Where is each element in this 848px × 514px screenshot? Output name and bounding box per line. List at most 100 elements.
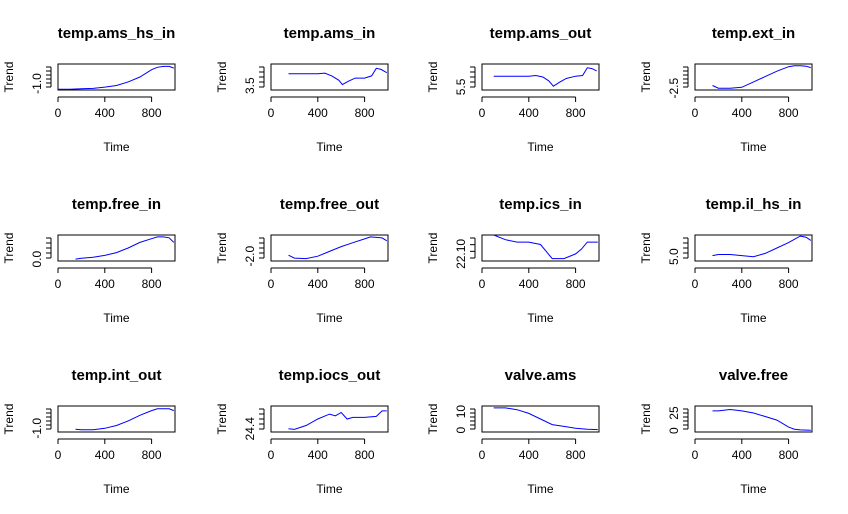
x-axis: 0 400 800	[268, 96, 375, 120]
x-axis-label: Time	[103, 140, 130, 154]
trend-line	[75, 408, 174, 431]
plot-frame	[481, 405, 600, 433]
y-axis: 0 10	[454, 405, 476, 433]
y-axis-label: Trend	[426, 62, 440, 93]
x-tick-label: 800	[142, 106, 162, 120]
x-tick-label: 400	[519, 448, 539, 462]
chart-panel: temp.iocs_out 0 400 800 24.4 Time Trend	[213, 343, 425, 514]
x-axis-label: Time	[527, 311, 554, 325]
plot-frame	[270, 63, 389, 91]
chart-title: temp.free_in	[72, 196, 161, 213]
x-axis: 0 400 800	[268, 267, 375, 291]
chart-title: temp.free_out	[280, 196, 379, 213]
chart-title: valve.free	[719, 367, 788, 384]
y-tick-label: 5.5	[454, 78, 468, 95]
x-tick-label: 0	[479, 277, 486, 291]
y-tick-label: 25	[667, 406, 681, 420]
y-tick-label: -2.5	[667, 78, 681, 99]
y-tick-label: 3.5	[243, 77, 257, 94]
x-tick-label: 400	[732, 277, 752, 291]
x-tick-label: 0	[55, 106, 62, 120]
chart-svg: valve.free 0 400 800 0 25 Time Trend	[639, 367, 813, 496]
y-axis: 0 25	[667, 406, 689, 434]
y-tick-label: 0.0	[30, 250, 44, 267]
x-tick-label: 800	[566, 277, 586, 291]
y-axis: 5.5	[454, 66, 476, 95]
x-tick-label: 0	[692, 448, 699, 462]
trend-line	[493, 67, 597, 87]
y-axis: 24.4	[243, 408, 265, 440]
y-axis-label: Trend	[639, 62, 653, 93]
plot-frame	[694, 63, 813, 91]
x-axis: 0 400 800	[692, 267, 799, 291]
x-axis: 0 400 800	[55, 96, 162, 120]
chart-title: temp.il_hs_in	[706, 196, 802, 213]
chart-svg: temp.il_hs_in 0 400 800 5.0 Time Trend	[639, 196, 813, 325]
trend-line	[712, 235, 812, 258]
y-tick-label: -2.0	[243, 246, 257, 267]
x-axis: 0 400 800	[55, 267, 162, 291]
y-tick-label: 10	[454, 405, 468, 419]
trend-line	[58, 65, 174, 90]
chart-panel: temp.ext_in 0 400 800 -2.5 Time Trend	[637, 1, 848, 172]
chart-svg: temp.free_in 0 400 800 0.0 Time Trend	[2, 196, 176, 325]
y-tick-label: 5.0	[667, 248, 681, 265]
trend-line	[288, 236, 388, 260]
y-axis: 22.10	[454, 237, 476, 269]
x-axis: 0 400 800	[692, 96, 799, 120]
plot-frame	[481, 234, 600, 262]
x-tick-label: 400	[519, 277, 539, 291]
chart-svg: temp.ams_in 0 400 800 3.5 Time Trend	[215, 25, 389, 154]
x-tick-label: 800	[142, 448, 162, 462]
chart-title: temp.ams_in	[284, 25, 376, 42]
chart-panel: temp.int_out 0 400 800 -1.0 Time Trend	[0, 343, 212, 514]
y-tick-label: 22.10	[454, 239, 468, 269]
x-tick-label: 400	[732, 448, 752, 462]
y-axis: -2.5	[667, 66, 689, 99]
plot-frame	[270, 405, 389, 433]
x-tick-label: 800	[779, 106, 799, 120]
chart-svg: temp.iocs_out 0 400 800 24.4 Time Trend	[215, 367, 389, 496]
x-tick-label: 400	[95, 106, 115, 120]
trend-line	[288, 67, 388, 86]
x-axis-label: Time	[316, 140, 343, 154]
y-axis-label: Trend	[215, 404, 229, 435]
x-tick-label: 800	[355, 448, 375, 462]
x-axis-label: Time	[316, 311, 343, 325]
plot-frame	[57, 234, 176, 262]
chart-svg: temp.ext_in 0 400 800 -2.5 Time Trend	[639, 25, 813, 154]
chart-title: temp.int_out	[72, 367, 162, 384]
y-axis-label: Trend	[2, 404, 16, 435]
x-tick-label: 400	[519, 106, 539, 120]
x-tick-label: 0	[692, 277, 699, 291]
y-tick-label: -1.0	[30, 418, 44, 439]
x-tick-label: 0	[55, 448, 62, 462]
chart-svg: temp.ams_out 0 400 800 5.5 Time Trend	[426, 25, 600, 154]
x-axis-label: Time	[740, 482, 767, 496]
chart-panel: temp.ams_out 0 400 800 5.5 Time Trend	[424, 1, 636, 172]
x-tick-label: 800	[566, 106, 586, 120]
plot-frame	[694, 405, 813, 433]
chart-title: valve.ams	[505, 367, 577, 384]
y-axis-label: Trend	[2, 62, 16, 93]
x-axis-label: Time	[740, 140, 767, 154]
chart-panel: temp.ics_in 0 400 800 22.10 Time Trend	[424, 172, 636, 343]
chart-title: temp.ics_in	[499, 196, 582, 213]
chart-panel: valve.free 0 400 800 0 25 Time Trend	[637, 343, 848, 514]
x-tick-label: 0	[55, 277, 62, 291]
x-tick-label: 800	[142, 277, 162, 291]
x-tick-label: 400	[95, 277, 115, 291]
y-axis: 0.0	[30, 237, 52, 267]
y-axis: -1.0	[30, 66, 52, 94]
y-axis-label: Trend	[215, 62, 229, 93]
y-axis: -1.0	[30, 408, 52, 439]
plot-frame	[270, 234, 389, 262]
y-axis-label: Trend	[639, 233, 653, 264]
x-axis-label: Time	[103, 482, 130, 496]
plot-frame	[694, 234, 813, 262]
y-axis: -2.0	[243, 237, 265, 267]
x-tick-label: 0	[479, 448, 486, 462]
x-axis-label: Time	[527, 482, 554, 496]
x-axis-label: Time	[740, 311, 767, 325]
